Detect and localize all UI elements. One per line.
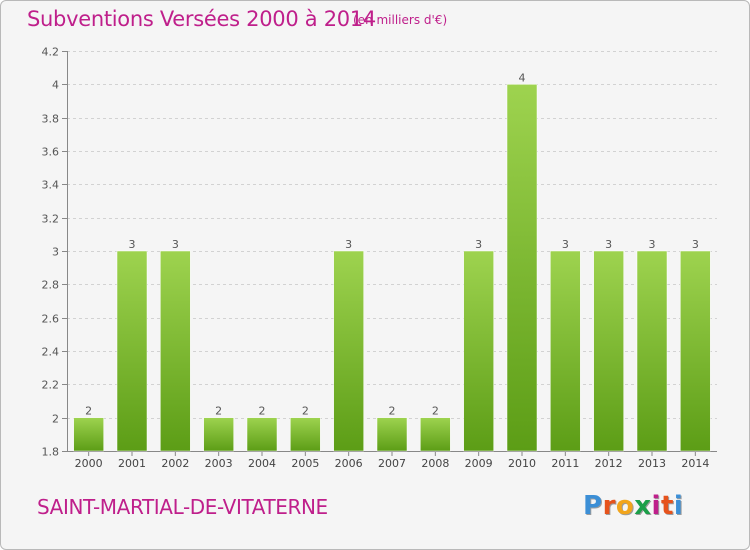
data-label: 4	[519, 71, 526, 84]
data-label: 2	[302, 405, 309, 418]
y-tick-label: 2.6	[42, 313, 60, 326]
chart-title: Subventions Versées 2000 à 2014	[27, 7, 376, 31]
bar	[680, 250, 711, 452]
data-label: 3	[172, 238, 179, 251]
axes	[62, 51, 717, 456]
bar	[333, 250, 364, 452]
data-label: 3	[345, 238, 352, 251]
bar	[636, 250, 668, 452]
data-label: 2	[85, 405, 92, 418]
x-tick-label: 2000	[75, 457, 103, 470]
labels: 1.8 2 2.2 2.4 2.6 2.8 3 3.2 3.4 3.6 3.8 4 4.2 2 2000 3 2…	[42, 46, 710, 471]
x-tick-label: 2002	[161, 457, 189, 470]
logo-letter: r	[602, 491, 616, 521]
y-tick-label: 3.4	[42, 179, 60, 192]
data-label: 2	[215, 405, 222, 418]
x-tick-label: 2003	[205, 457, 233, 470]
y-tick-label: 4.2	[42, 46, 60, 59]
y-tick-label: 2.8	[42, 279, 60, 292]
x-tick-label: 2009	[465, 457, 493, 470]
x-tick-label: 2010	[508, 457, 536, 470]
y-tick-label: 2.4	[42, 346, 60, 359]
x-tick-label: 2001	[118, 457, 146, 470]
logo-letter: o	[615, 491, 635, 521]
bars	[73, 84, 711, 452]
proxiti-logo: Proxiti	[583, 491, 683, 521]
bar	[420, 417, 451, 452]
chart-unit-label: (en milliers d'€)	[353, 13, 448, 27]
bar	[73, 417, 104, 452]
data-label: 3	[605, 238, 612, 251]
data-label: 3	[475, 238, 482, 251]
y-tick-label: 3.6	[42, 146, 60, 159]
y-tick-label: 3	[52, 246, 59, 259]
logo-letter: i	[673, 491, 684, 521]
bar	[550, 250, 581, 452]
commune-name: SAINT-MARTIAL-DE-VITATERNE	[37, 495, 328, 519]
x-tick-label: 2011	[551, 457, 579, 470]
data-label: 3	[129, 238, 136, 251]
y-tick-label: 3.2	[42, 213, 60, 226]
bar	[290, 417, 321, 452]
y-tick-label: 1.8	[42, 446, 60, 459]
x-tick-label: 2013	[638, 457, 666, 470]
bar	[463, 250, 494, 452]
bar	[116, 250, 148, 452]
y-tick-label: 3.8	[42, 113, 60, 126]
data-label: 2	[259, 405, 266, 418]
data-label: 2	[432, 405, 439, 418]
x-tick-label: 2007	[378, 457, 406, 470]
data-label: 2	[389, 405, 396, 418]
data-label: 3	[649, 238, 656, 251]
x-tick-label: 2005	[291, 457, 319, 470]
x-tick-label: 2004	[248, 457, 276, 470]
bar	[506, 84, 538, 452]
bar	[246, 417, 278, 452]
bar	[593, 250, 624, 452]
logo-letter: P	[583, 491, 603, 521]
x-tick-label: 2012	[595, 457, 623, 470]
data-label: 3	[692, 238, 699, 251]
bar	[376, 417, 408, 452]
x-tick-label: 2008	[421, 457, 449, 470]
x-tick-label: 2014	[681, 457, 709, 470]
logo-letter: x	[634, 491, 652, 521]
x-tick-label: 2006	[335, 457, 363, 470]
data-label: 3	[562, 238, 569, 251]
bar	[160, 250, 191, 452]
bar	[203, 417, 234, 452]
y-tick-label: 2	[52, 413, 59, 426]
y-tick-label: 2.2	[42, 379, 60, 392]
logo-letter: i	[651, 491, 661, 521]
y-tick-label: 4	[52, 79, 59, 92]
logo-letter: t	[660, 491, 674, 521]
